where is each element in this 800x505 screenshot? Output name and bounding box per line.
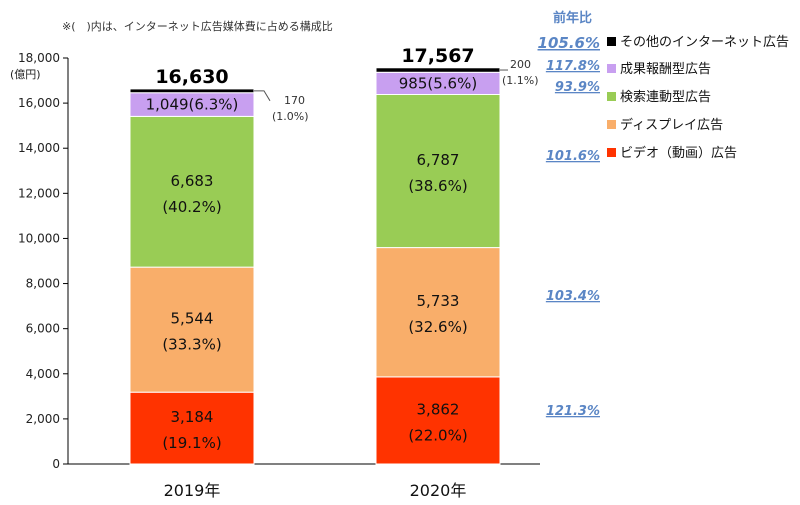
segment-value-video: 3,184 [171,408,214,426]
y-axis: 0 2,000 4,000 6,000 8,000 10,000 12,000 14,000 1… [18,51,540,471]
y-axis-unit: (億円) [10,68,41,81]
yoy-search: 101.6% [546,149,600,164]
y-tick-label: 12,000 [18,186,60,200]
legend-label-affiliate: 成果報酬型広告 [620,62,711,77]
other-share-label: (1.0%) [272,110,309,123]
y-tick-label: 14,000 [18,141,60,155]
yoy-affiliate: 93.9% [555,80,600,95]
bars: 3,184 (19.1%) 5,544 (33.3%) 6,683 (40.2%) 1,04… [129,67,501,465]
bar-segment-display [375,247,501,378]
y-tick-label: 2,000 [26,412,60,426]
legend-label-display: ディスプレイ広告 [620,117,723,133]
legend-label-other: その他のインターネット広告 [620,35,789,50]
bar-total-label: 16,630 [155,66,228,88]
yoy-column: 121.3% 103.4% 101.6% 93.9% 117.8% 105.6% [538,34,600,419]
bar-segment-search [375,93,501,249]
bar-totals: 16,630 17,567 [155,45,474,88]
y-tick-label: 16,000 [18,96,60,110]
segment-label-affiliate: 1,049(6.3%) [146,96,239,114]
segment-share-video: (19.1%) [162,434,221,452]
other-value-label: 170 [284,94,305,107]
legend-swatch-search [607,92,616,101]
segment-value-search: 6,787 [417,151,460,169]
legend-swatch-other [607,37,616,46]
legend-swatch-video [607,148,616,157]
x-category-label: 2020年 [410,481,467,500]
segment-value-display: 5,544 [171,310,214,328]
bar-segment-video [375,376,501,465]
y-tick-label: 10,000 [18,231,60,245]
segment-share-search: (40.2%) [162,198,221,216]
bar-total-label: 17,567 [401,45,474,67]
yoy-total: 105.6% [538,34,600,52]
segment-share-video: (22.0%) [408,426,467,444]
x-category-label: 2019年 [164,481,221,500]
segment-value-search: 6,683 [171,172,214,190]
yoy-header: 前年比 [553,10,592,26]
bar-segment-other [375,67,501,73]
x-axis-categories: 2019年 2020年 [164,481,467,500]
y-tick-label: 18,000 [18,51,60,65]
y-tick-label: 6,000 [26,322,60,336]
y-tick-label: 0 [52,457,60,471]
bar-segment-video [129,391,255,465]
segment-value-video: 3,862 [417,400,460,418]
segment-label-affiliate: 985(5.6%) [399,74,477,92]
yoy-other: 117.8% [546,59,600,74]
chart-note: ※( )内は、インターネット広告媒体費に占める構成比 [62,19,333,33]
legend: その他のインターネット広告成果報酬型広告検索連動型広告ディスプレイ広告ビデオ（動… [607,35,789,161]
legend-swatch-display [607,120,616,129]
legend-label-search: 検索連動型広告 [620,90,711,105]
legend-swatch-affiliate [607,64,616,73]
other-value-label: 200 [510,58,531,71]
bar-segment-search [129,115,255,268]
segment-share-display: (33.3%) [162,336,221,354]
yoy-video: 121.3% [546,404,600,419]
other-share-label: (1.1%) [502,74,539,87]
callout-leader [254,90,271,102]
yoy-display: 103.4% [546,289,600,304]
y-tick-label: 4,000 [26,367,60,381]
segment-value-display: 5,733 [417,292,460,310]
segment-share-search: (38.6%) [408,177,467,195]
legend-label-video: ビデオ（動画）広告 [620,145,737,161]
y-tick-label: 8,000 [26,277,60,291]
bar-segment-display [129,266,255,393]
small-segment-callouts: 170 (1.0%) 200 (1.1%) [254,58,539,123]
bar-segment-other [129,88,255,94]
segment-share-display: (32.6%) [408,318,467,336]
